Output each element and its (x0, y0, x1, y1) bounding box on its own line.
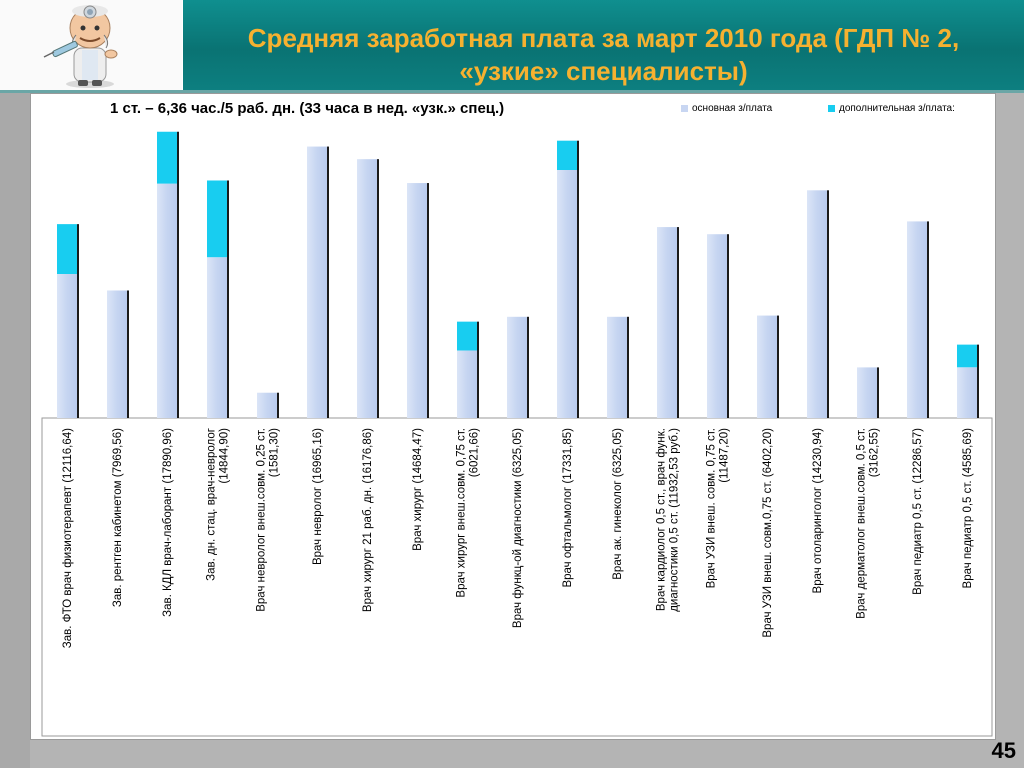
bar-base-salary (407, 183, 427, 418)
bar-shadow (227, 180, 229, 418)
legend-swatch-extra (828, 104, 835, 112)
left-margin-strip (0, 93, 30, 768)
bar-base-salary (57, 274, 77, 418)
bar-shadow (677, 227, 679, 418)
slide-title: Средняя заработная плата за март 2010 го… (183, 22, 1024, 88)
bar-shadow (277, 392, 279, 418)
bar-shadow (627, 316, 629, 418)
category-label: Врач кардиолог 0,5 ст., врач функ.диагно… (656, 428, 681, 612)
bar-additional-salary (957, 344, 977, 368)
bar-additional-salary (157, 131, 177, 184)
bar-additional-salary (207, 180, 227, 258)
bar-shadow (427, 183, 429, 418)
legend-label-base: основная з/плата (692, 103, 773, 114)
title-line-1: Средняя заработная плата за март 2010 го… (247, 23, 960, 53)
category-label: Врач ак. гинеколог (6325,05) (612, 428, 624, 580)
legend-item-extra: дополнительная з/плата: (828, 103, 955, 114)
category-label: Врач офтальмолог (17331,85) (562, 428, 574, 588)
bar-shadow (827, 190, 829, 418)
bar-base-salary (607, 316, 627, 418)
bar-additional-salary (457, 321, 477, 351)
legend-label-extra: дополнительная з/плата: (839, 103, 955, 114)
bar-base-salary (357, 159, 377, 418)
bar-base-salary (807, 190, 827, 418)
bar-base-salary (457, 350, 477, 418)
bar-base-salary (707, 234, 727, 418)
doctor-cartoon-logo (0, 0, 182, 90)
bar-base-salary (257, 392, 277, 418)
bar-shadow (377, 159, 379, 418)
category-label: Врач педиатр 0,5 ст. (12286,57) (912, 428, 924, 595)
bar-shadow (977, 344, 979, 418)
category-label: Врач хирург 21 раб. дн. (16176,86) (362, 428, 374, 612)
bar-base-salary (307, 146, 327, 418)
bar-shadow (727, 234, 729, 418)
chart-subtitle: 1 ст. – 6,36 час./5 раб. дн. (33 часа в … (110, 100, 505, 117)
bar-base-salary (207, 257, 227, 418)
bar-base-salary (757, 315, 777, 418)
category-label: Врач хирург внеш.совм. 0,75 ст.(6021,66) (456, 428, 481, 598)
bar-shadow (77, 224, 79, 418)
bar-base-salary (957, 367, 977, 418)
bar-base-salary (107, 290, 127, 418)
bar-base-salary (657, 227, 677, 418)
category-label: Врач УЗИ внеш. совм. 0,75 ст.(11487,20) (706, 428, 731, 589)
bar-additional-salary (57, 224, 77, 274)
page-number: 45 (991, 738, 1016, 763)
category-label: Врач хирург (14684,47) (412, 428, 424, 551)
category-label: Врач невролог внеш.совм. 0,25 ст.(1581,3… (256, 428, 281, 612)
bar-shadow (177, 131, 179, 418)
category-label: Зав. КДЛ врач-лаборант (17890,96) (162, 428, 174, 617)
category-label: Врач педиатр 0,5 ст. (4585,69) (962, 428, 974, 589)
bar-base-salary (907, 221, 927, 418)
bar-base-salary (507, 316, 527, 418)
category-label: Врач УЗИ внеш. совм.0,75 ст. (6402,20) (762, 428, 774, 638)
category-label: Врач дерматолог внеш.совм. 0,5 ст.(3162,… (856, 428, 881, 619)
category-label: Врач функц-ой диагностики (6325,05) (512, 428, 524, 628)
bar-additional-salary (557, 140, 577, 170)
bar-shadow (127, 290, 129, 418)
category-label: Врач невролог (16965,16) (312, 428, 324, 565)
bar-shadow (327, 146, 329, 418)
category-label: Зав. дн. стац. врач-невролог(14844,90) (206, 428, 231, 581)
category-label: Врач отоларинголог (14230,94) (812, 428, 824, 594)
legend-swatch-base (681, 104, 688, 112)
bar-shadow (577, 140, 579, 419)
title-underline (0, 90, 1024, 93)
bar-base-salary (157, 183, 177, 418)
bar-shadow (777, 315, 779, 418)
bar-base-salary (857, 367, 877, 418)
category-label: Зав. ФТО врач физиотерапевт (12116,64) (62, 428, 74, 648)
bar-shadow (477, 321, 479, 418)
bar-shadow (527, 316, 529, 418)
category-label: Зав. рентген кабинетом (7969,56) (112, 428, 124, 607)
title-line-2: «узкие» специалисты) (459, 56, 748, 86)
legend-item-base: основная з/плата (681, 103, 772, 114)
slide-header: Средняя заработная плата за март 2010 го… (0, 0, 1024, 90)
bar-shadow (877, 367, 879, 418)
bar-shadow (927, 221, 929, 418)
title-bar: Средняя заработная плата за март 2010 го… (183, 0, 1024, 90)
bar-base-salary (557, 170, 577, 418)
